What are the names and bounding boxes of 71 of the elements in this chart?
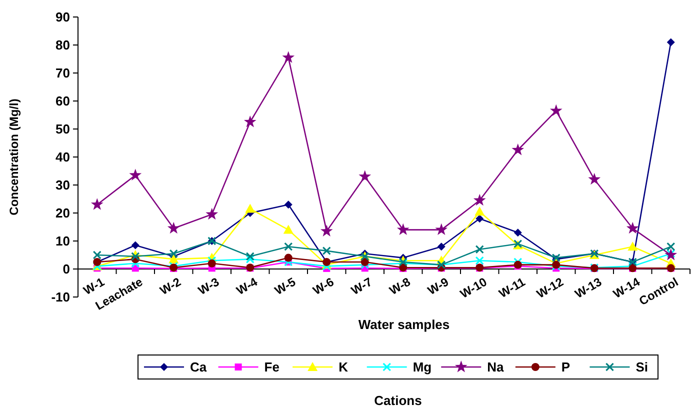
x-tick-label: W-6 <box>310 274 337 298</box>
legend-label: Si <box>636 360 648 375</box>
point <box>168 254 179 264</box>
x-tick-label: W-2 <box>157 274 184 298</box>
legend-label: Na <box>487 360 505 375</box>
point <box>626 222 639 234</box>
point <box>284 242 292 251</box>
x-tick-label: W-3 <box>196 274 222 298</box>
point <box>666 38 675 46</box>
point <box>437 242 446 251</box>
y-tick-label: 90 <box>56 10 70 25</box>
point <box>476 245 484 254</box>
legend-title: Cations <box>374 393 422 408</box>
point <box>435 223 448 236</box>
legend-label: K <box>338 360 349 375</box>
point <box>476 256 484 265</box>
x-tick-label: W-10 <box>458 274 490 302</box>
y-tick-label: 60 <box>56 94 70 109</box>
y-tick-label: 40 <box>56 150 70 165</box>
y-tick-label: 10 <box>56 234 70 249</box>
y-tick-label: 50 <box>56 122 70 137</box>
point <box>283 224 294 234</box>
point <box>282 51 295 63</box>
legend-label: Ca <box>190 360 208 375</box>
legend-label: P <box>561 360 570 375</box>
y-tick-label: 30 <box>56 178 70 193</box>
point <box>90 198 104 210</box>
y-tick-label: 0 <box>62 262 70 277</box>
point <box>666 242 675 251</box>
point <box>206 208 218 220</box>
point <box>476 214 484 223</box>
point <box>473 194 486 206</box>
point <box>320 224 333 236</box>
point <box>358 170 372 182</box>
x-tick-label: W-4 <box>234 274 260 298</box>
point <box>514 228 522 237</box>
point <box>664 248 678 260</box>
point <box>208 259 216 268</box>
point <box>550 104 562 116</box>
point <box>360 258 369 266</box>
point <box>244 116 256 128</box>
point <box>284 200 292 209</box>
legend-label: Mg <box>412 360 432 375</box>
point <box>284 254 292 262</box>
point <box>474 206 485 216</box>
point <box>245 204 256 213</box>
point <box>628 242 638 251</box>
point <box>246 252 254 260</box>
point <box>396 223 410 236</box>
point <box>93 250 102 260</box>
x-tick-label: W-9 <box>425 274 452 298</box>
point <box>131 241 140 250</box>
y-tick-label: 70 <box>56 66 70 81</box>
x-tick-label: W-5 <box>272 274 298 298</box>
point <box>170 250 178 258</box>
x-tick-label: W-8 <box>386 274 414 298</box>
x-tick-label: W-11 <box>496 274 528 301</box>
point <box>129 168 142 180</box>
point <box>512 144 524 156</box>
x-tick-label: W-7 <box>348 274 375 298</box>
point <box>322 246 331 255</box>
legend-label: Fe <box>264 360 280 375</box>
y-tick-label: 20 <box>56 206 70 221</box>
x-tick-label: W-13 <box>572 274 604 302</box>
point <box>167 222 180 234</box>
y-tick-label: -10 <box>51 290 70 305</box>
point <box>588 172 601 185</box>
x-axis-title: Water samples <box>358 317 450 332</box>
x-tick-label: W-12 <box>534 274 566 302</box>
y-tick-label: 80 <box>56 38 70 53</box>
y-axis-title: Concentration (Mg/l) <box>7 98 21 216</box>
